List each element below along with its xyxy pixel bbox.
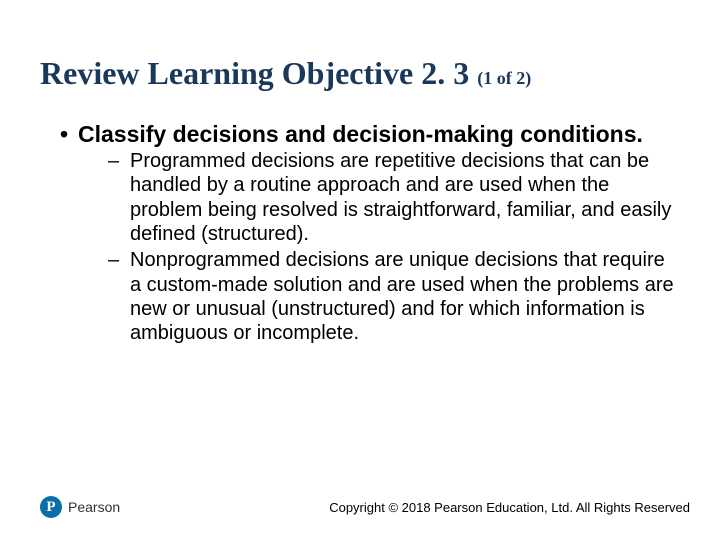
main-bullet-item: Classify decisions and decision-making c… xyxy=(60,120,680,346)
slide-title: Review Learning Objective 2. 3 (1 of 2) xyxy=(40,55,680,92)
publisher-name: Pearson xyxy=(68,499,120,515)
title-sub: (1 of 2) xyxy=(477,68,531,88)
main-bullet-list: Classify decisions and decision-making c… xyxy=(40,120,680,346)
pearson-p-icon: P xyxy=(40,496,62,518)
sub-bullet-list: Programmed decisions are repetitive deci… xyxy=(78,149,680,346)
slide-footer: P Pearson Copyright © 2018 Pearson Educa… xyxy=(0,496,720,518)
slide-container: Review Learning Objective 2. 3 (1 of 2) … xyxy=(0,0,720,540)
sub-bullet-item: Programmed decisions are repetitive deci… xyxy=(108,149,680,247)
title-main: Review Learning Objective 2. 3 xyxy=(40,55,477,91)
main-bullet-text: Classify decisions and decision-making c… xyxy=(78,121,643,147)
sub-bullet-item: Nonprogrammed decisions are unique decis… xyxy=(108,248,680,346)
publisher-logo: P Pearson xyxy=(40,496,120,518)
copyright-text: Copyright © 2018 Pearson Education, Ltd.… xyxy=(329,500,690,515)
